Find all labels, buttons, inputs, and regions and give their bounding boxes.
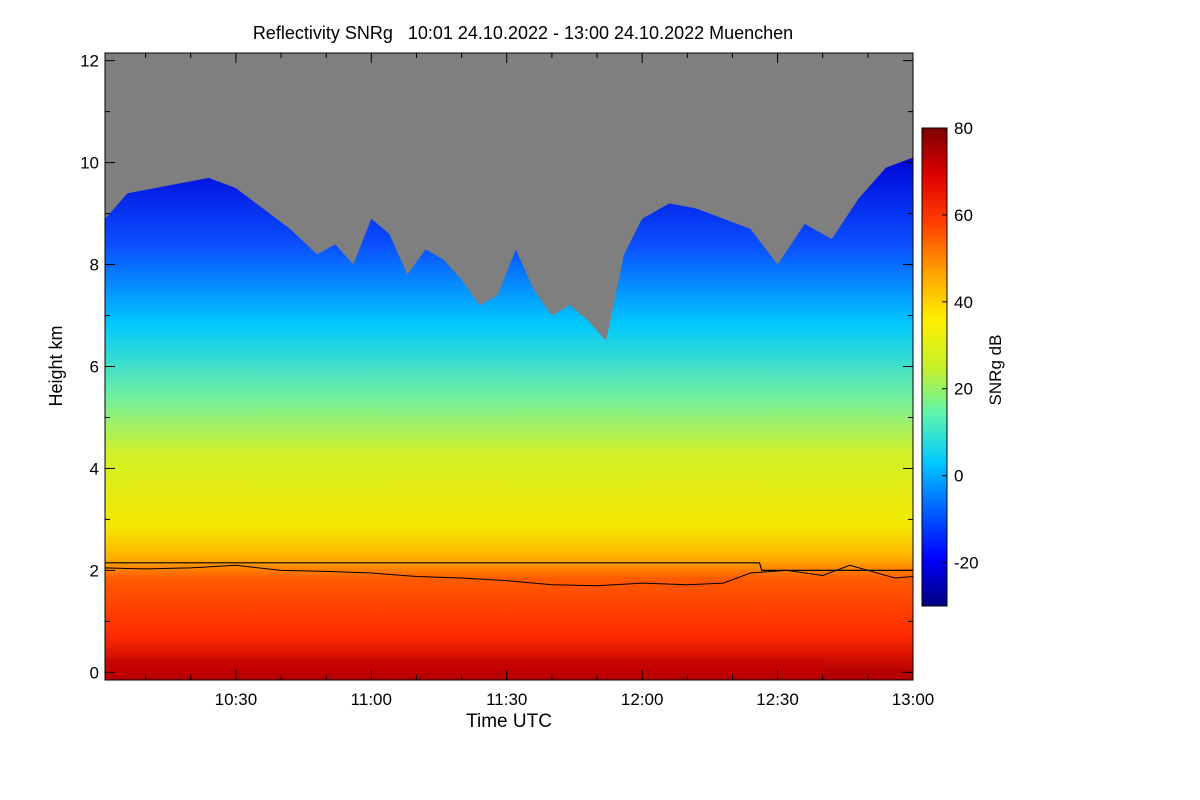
colorbar: 80 60 40 20 0 -20 SNRg dB (921, 119, 1005, 607)
y-axis-label: Height km (46, 325, 66, 406)
colorbar-label: SNRg dB (986, 335, 1005, 406)
reflectivity-field (105, 157, 913, 680)
plot-area (105, 53, 913, 680)
x-axis-label: Time UTC (466, 711, 552, 732)
x-tick-label: 10:30 (215, 690, 258, 709)
colorbar-tick-label: 0 (954, 467, 963, 486)
y-axis: 0 2 4 6 8 10 12 (80, 52, 913, 682)
y-tick-label: 10 (80, 154, 99, 173)
x-tick-label: 12:00 (621, 690, 664, 709)
colorbar-tick-label: 60 (954, 206, 973, 225)
y-tick-label: 4 (90, 459, 99, 478)
x-tick-label: 12:30 (756, 690, 799, 709)
y-tick-label: 0 (90, 663, 99, 682)
y-tick-label: 12 (80, 52, 99, 71)
colorbar-tick-label: -20 (954, 554, 979, 573)
colorbar-tick-label: 80 (954, 119, 973, 138)
y-tick-label: 8 (90, 256, 99, 275)
colorbar-scale (921, 127, 948, 607)
x-tick-label: 13:00 (892, 690, 935, 709)
x-tick-label: 11:30 (486, 690, 527, 709)
colorbar-ticks: 80 60 40 20 0 -20 (942, 119, 979, 573)
ground-clutter-band (105, 658, 825, 676)
chart-title: Reflectivity SNRg 10:01 24.10.2022 - 13:… (253, 23, 793, 43)
colorbar-tick-label: 20 (954, 380, 973, 399)
x-tick-label: 11:00 (351, 690, 392, 709)
boundary-line-lower (105, 564, 913, 587)
x-axis: 10:30 11:00 11:30 12:00 12:30 13:00 (145, 53, 935, 709)
y-tick-label: 6 (90, 358, 99, 377)
y-tick-label: 2 (90, 561, 99, 580)
colorbar-tick-label: 40 (954, 293, 973, 312)
